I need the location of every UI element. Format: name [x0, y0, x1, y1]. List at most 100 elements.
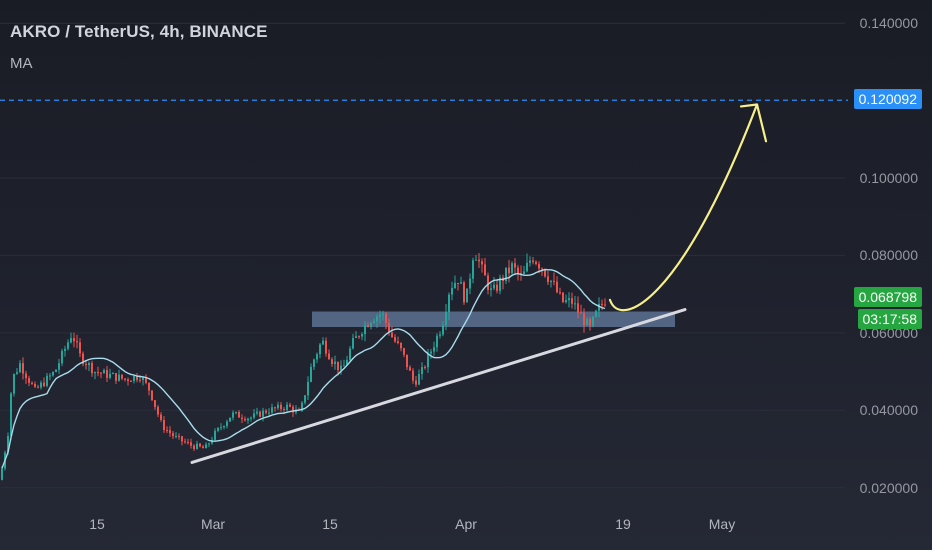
support-trendline[interactable] — [190, 308, 687, 464]
candle-body — [589, 318, 591, 326]
time-tick-label: May — [708, 516, 736, 532]
candle-body — [190, 442, 192, 446]
candle-body — [148, 382, 150, 391]
candle-body — [505, 267, 507, 282]
candle-body — [199, 443, 201, 447]
price-tick-label: 0.040000 — [859, 402, 918, 419]
target-price-badge: 0.120092 — [853, 89, 922, 110]
candle-body — [556, 281, 558, 293]
candle-body — [412, 370, 414, 381]
candle-body — [22, 363, 24, 374]
candle-body — [79, 342, 81, 354]
candle-body — [523, 271, 525, 274]
candle-body — [241, 417, 243, 419]
candle-body — [496, 284, 498, 291]
candle-body — [85, 363, 87, 366]
candle-body — [499, 277, 501, 291]
price-tick-label: 0.140000 — [859, 15, 918, 32]
candle-body — [91, 363, 93, 374]
candle-body — [265, 410, 267, 413]
candle-body — [349, 348, 351, 360]
projection-arrowhead — [739, 103, 768, 143]
candle-body — [376, 316, 378, 322]
candle-body — [346, 359, 348, 366]
candle-body — [109, 373, 111, 378]
candle-body — [145, 377, 147, 383]
candle-body — [487, 275, 489, 290]
candle-body — [601, 303, 603, 305]
candle-body — [103, 370, 105, 374]
candle-body — [343, 365, 345, 367]
candle-body — [187, 442, 189, 444]
candle-body — [547, 276, 549, 283]
candle-body — [274, 407, 276, 409]
candle-body — [43, 382, 45, 386]
price-tick-label: 0.020000 — [859, 479, 918, 496]
candle-body — [70, 338, 72, 343]
candle-body — [280, 404, 282, 409]
candle-body — [112, 373, 114, 375]
candle-body — [520, 273, 522, 275]
moving-average-line — [1, 268, 606, 469]
candle-body — [151, 390, 153, 401]
candle-body — [352, 337, 354, 349]
candle-body — [406, 354, 408, 368]
time-tick-label: Apr — [455, 516, 477, 532]
candle-body — [397, 341, 399, 343]
candle-body — [289, 404, 291, 407]
candle-body — [283, 408, 285, 411]
candle-body — [181, 436, 183, 442]
candle-body — [10, 393, 12, 437]
candle-body — [484, 264, 486, 276]
candle-body — [400, 342, 402, 349]
candle-body — [436, 335, 438, 348]
countdown-badge: 03:17:58 — [857, 308, 922, 329]
candle-body — [16, 372, 18, 374]
candle-body — [169, 430, 171, 434]
candle-body — [472, 260, 474, 279]
candle-body — [442, 325, 444, 335]
candle-body — [370, 322, 372, 327]
price-tick-label: 0.100000 — [859, 170, 918, 187]
candles — [1, 252, 606, 481]
candle-body — [193, 445, 195, 449]
candle-body — [262, 410, 264, 417]
candle-body — [97, 372, 99, 374]
projection-curve[interactable] — [608, 103, 759, 312]
candle-body — [34, 383, 36, 387]
candle-body — [7, 436, 9, 453]
candle-body — [163, 419, 165, 431]
candle-body — [202, 446, 204, 449]
candle-body — [313, 359, 315, 367]
candle-body — [124, 378, 126, 380]
candle-body — [574, 303, 576, 305]
candle-body — [385, 313, 387, 324]
candle-body — [481, 261, 483, 265]
candle-body — [382, 313, 384, 315]
candle-body — [1, 468, 3, 480]
candle-body — [448, 294, 450, 313]
candle-body — [139, 379, 141, 381]
candle-body — [184, 441, 186, 443]
candle-body — [478, 259, 480, 262]
candle-body — [55, 369, 57, 373]
candle-body — [175, 435, 177, 437]
candle-body — [64, 348, 66, 351]
candle-body — [604, 304, 606, 306]
indicator-label[interactable]: MA — [10, 55, 33, 72]
candle-body — [61, 350, 63, 364]
candle-body — [37, 386, 39, 388]
candle-body — [244, 418, 246, 421]
candle-body — [424, 367, 426, 369]
candle-body — [277, 404, 279, 409]
candle-body — [562, 292, 564, 303]
candle-body — [82, 353, 84, 364]
candle-body — [415, 380, 417, 385]
candle-body — [319, 344, 321, 355]
candle-body — [334, 361, 336, 365]
time-tick-label: Mar — [200, 516, 226, 532]
candle-body — [208, 443, 210, 445]
candle-body — [196, 443, 198, 449]
candle-body — [325, 340, 327, 354]
